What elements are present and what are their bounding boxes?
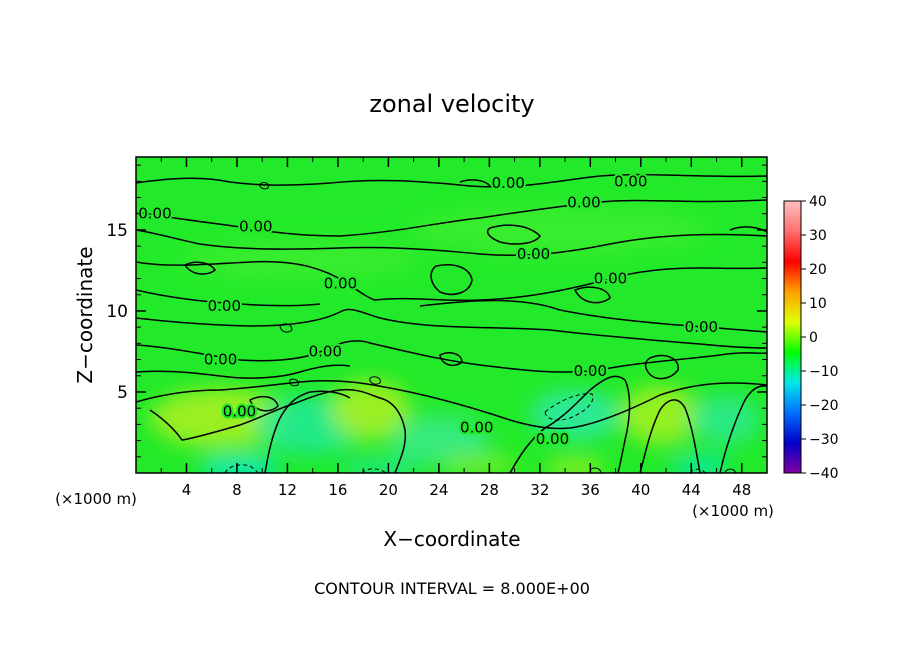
contour-line [644, 354, 679, 380]
contour-line [183, 261, 216, 275]
colorbar-tick-label: 10 [809, 296, 827, 312]
chart-title: zonal velocity [369, 90, 534, 118]
plot-area: 0.00 0.00 0.00 0.00 0.00 0.00 0.00 0.00 0.00 0.00… [136, 157, 767, 473]
contour-line [136, 340, 767, 373]
shade-blob [340, 458, 420, 473]
x-tick-label: 8 [232, 481, 242, 499]
contour-label: 0.00 [685, 318, 718, 336]
colorbar-ticks: 40 30 20 10 0 −10 −20 −30 −40 [801, 194, 839, 482]
shade-blob [150, 388, 290, 448]
shade-blob [180, 240, 420, 280]
contour-label: 0.00 [223, 402, 256, 420]
contour-line [719, 385, 767, 473]
colorbar-tick-label: −10 [809, 364, 839, 380]
contour-line [249, 395, 279, 412]
colorbar-tick-label: −20 [809, 398, 839, 414]
contour-line [439, 352, 463, 367]
contour-line [279, 323, 293, 333]
field-shading [150, 205, 760, 473]
contour-line [136, 364, 351, 379]
colorbar-tick-label: 0 [809, 330, 818, 346]
contour-label: 0.00 [536, 430, 569, 448]
contour-line [459, 179, 491, 187]
x-axis-label: X−coordinate [383, 527, 520, 551]
shade-blob [390, 415, 490, 465]
x-unit-left: (×1000 m) [55, 490, 137, 508]
x-tick-label: 48 [732, 481, 751, 499]
contour-line [264, 390, 351, 473]
y-tick-label: 10 [106, 302, 128, 322]
contour-line [509, 375, 631, 473]
contour-label: 0.00 [138, 205, 171, 223]
contour-line [136, 173, 767, 188]
x-tick-label: 12 [278, 481, 297, 499]
colorbar-tick-label: −30 [809, 432, 839, 448]
contour-interval-note: CONTOUR INTERVAL = 8.000E+00 [314, 579, 590, 598]
contour-line [136, 260, 767, 302]
contour-label: 0.00 [517, 245, 550, 263]
contour-label: 0.00 [324, 274, 357, 292]
x-tick-label: 44 [682, 481, 701, 499]
shade-blob [690, 395, 760, 445]
x-tick-label: 16 [328, 481, 347, 499]
x-tick-label: 20 [379, 481, 398, 499]
contour-line [136, 379, 767, 430]
colorbar-tick-label: 30 [809, 228, 827, 244]
colorbar-tick-label: −40 [809, 466, 839, 482]
shade-blob [620, 385, 700, 445]
y-tick-label: 15 [106, 221, 128, 241]
contour-label: 0.00 [309, 342, 342, 360]
shade-blob [670, 456, 730, 473]
x-tick-label: 36 [581, 481, 600, 499]
contour-label: 0.00 [204, 351, 237, 369]
x-unit-right: (×1000 m) [692, 502, 774, 520]
contour-line [289, 378, 299, 387]
contour-line [573, 286, 611, 304]
colorbar: 40 30 20 10 0 −10 −20 −30 −40 [783, 194, 839, 482]
contour-line [136, 289, 321, 307]
contour-line [369, 376, 381, 385]
contour-line [259, 182, 269, 190]
y-tick-label: 5 [117, 383, 128, 403]
shade-blob [410, 205, 710, 255]
x-tick-label: 24 [429, 481, 448, 499]
contour-label: 0.00 [460, 419, 493, 437]
x-tick-label: 28 [480, 481, 499, 499]
x-tick-label: 4 [182, 481, 192, 499]
contour-line [136, 308, 767, 349]
y-axis-label: Z−coordinate [73, 246, 97, 383]
x-axis: 4 8 12 16 20 24 28 32 36 40 44 48 [160, 157, 751, 499]
contour-line [430, 264, 473, 296]
y-axis: 5 10 15 [106, 164, 767, 458]
colorbar-tick-label: 40 [809, 194, 827, 210]
shade-blob [440, 455, 520, 473]
contour-line [486, 224, 541, 245]
contour-line [136, 199, 767, 237]
contour-line [639, 399, 701, 473]
contour-labels: 0.00 0.00 0.00 0.00 0.00 0.00 0.00 0.00 0.00 0.00… [136, 170, 720, 450]
contour-label: 0.00 [208, 297, 241, 315]
contour-label: 0.00 [574, 362, 607, 380]
colorbar-tick-label: 20 [809, 262, 827, 278]
contour-label: 0.00 [567, 193, 600, 211]
x-tick-label: 40 [631, 481, 650, 499]
contour-label: 0.00 [614, 172, 647, 190]
contour-line [544, 393, 594, 421]
x-tick-label: 32 [530, 481, 549, 499]
contour-label: 0.00 [239, 218, 272, 236]
contour-line [149, 388, 407, 473]
contour-line [724, 468, 737, 473]
shade-blob [330, 380, 410, 440]
contour-label: 0.00 [492, 174, 525, 192]
contour-line [136, 229, 767, 256]
contour-lines [136, 173, 767, 473]
colorbar-gradient [783, 200, 802, 474]
contour-line [729, 226, 767, 233]
contour-line [419, 299, 767, 333]
contour-label: 0.00 [594, 270, 627, 288]
plot-frame [135, 156, 768, 474]
